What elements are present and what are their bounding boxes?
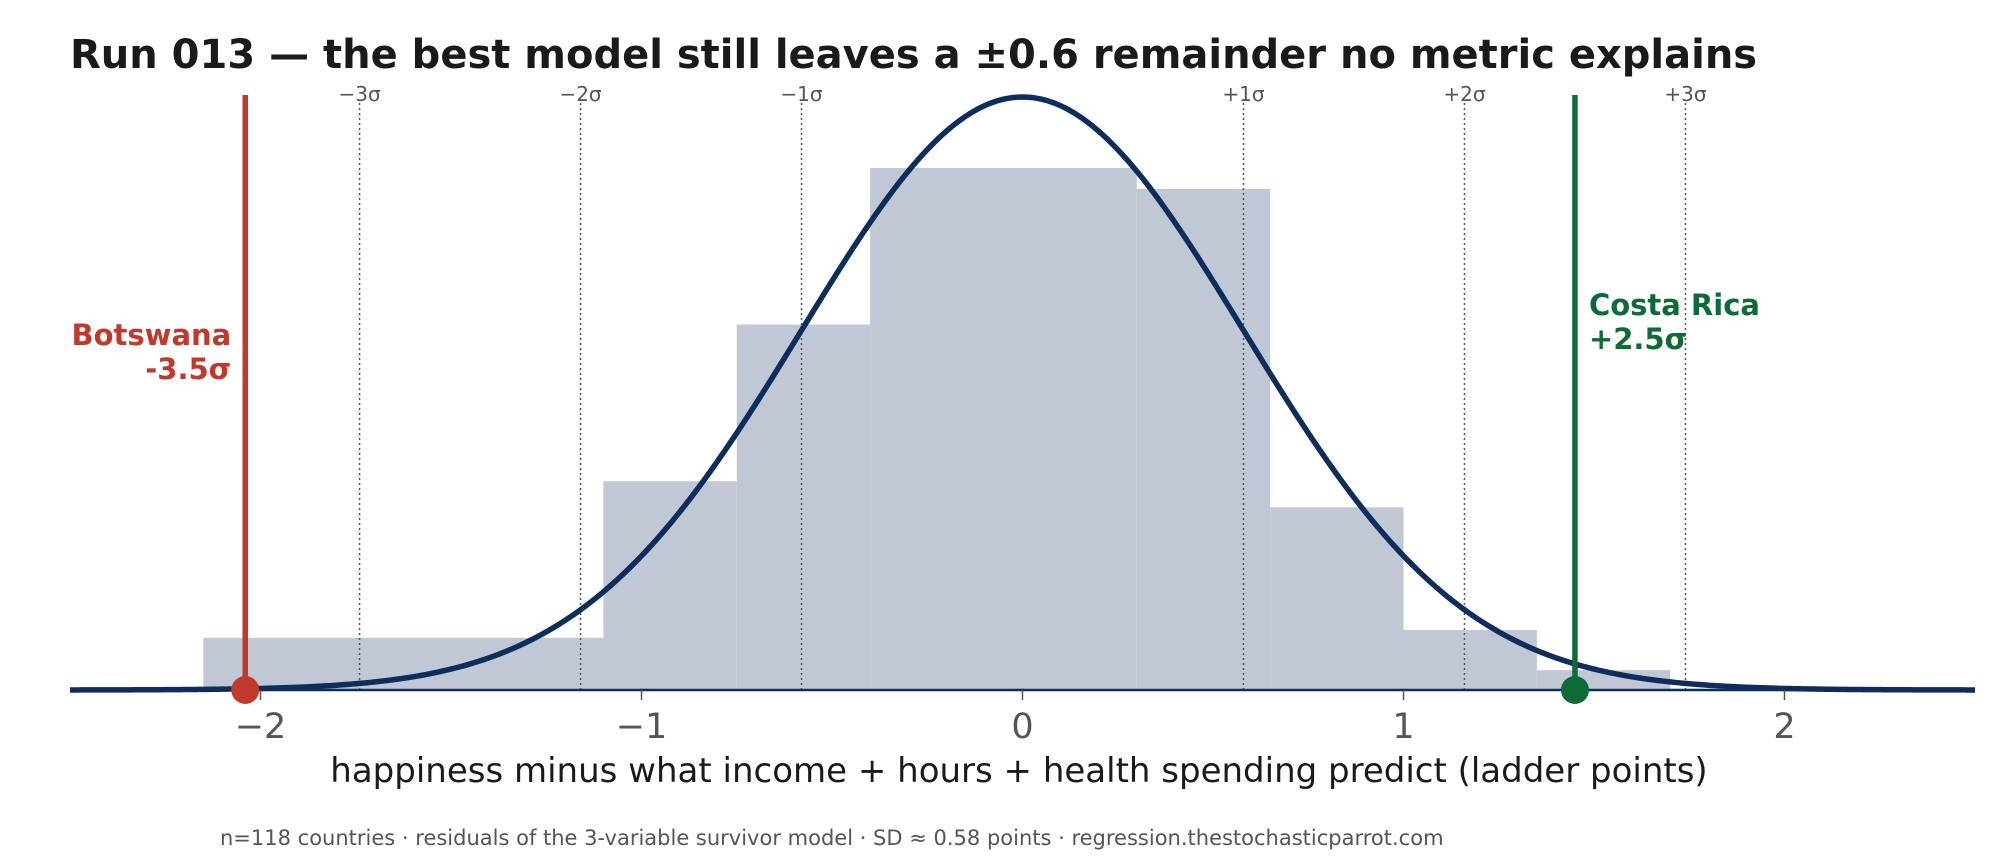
histogram-bar — [1136, 188, 1271, 690]
sigma-label: −2σ — [559, 82, 601, 106]
highlighted-countries: Botswana-3.5σ Costa Rica+2.5σ — [72, 95, 1760, 704]
normal-curve-line — [69, 94, 1976, 693]
sigma-label: +3σ — [1664, 82, 1706, 106]
sigma-reference-lines: −3σ −2σ −1σ +1σ +2σ +3σ — [338, 82, 1707, 690]
highlight-name: Botswana — [72, 318, 232, 352]
x-tick-label: 0 — [1011, 707, 1033, 747]
x-tick-label: −2 — [235, 707, 287, 747]
highlight-marker — [231, 676, 260, 704]
highlight-name: Costa Rica — [1589, 288, 1760, 322]
x-axis-label: happiness minus what income + hours + he… — [330, 751, 1707, 791]
highlight-marker — [1560, 676, 1589, 704]
x-axis: −2 −1 0 1 2 — [70, 688, 1975, 747]
histogram-bar — [203, 637, 604, 690]
histogram-bar — [603, 481, 737, 690]
normal-curve — [69, 94, 1976, 693]
histogram-bar — [1270, 507, 1404, 690]
x-tick-label: 1 — [1392, 707, 1414, 747]
sigma-label: +2σ — [1443, 82, 1485, 106]
histogram-bar — [870, 168, 1137, 690]
footnote: n=118 countries · residuals of the 3-var… — [220, 826, 1444, 850]
highlight-sigma: -3.5σ — [145, 352, 231, 386]
x-tick-label: −1 — [616, 707, 668, 747]
highlight-sigma: +2.5σ — [1589, 322, 1687, 356]
sigma-label: −1σ — [780, 82, 822, 106]
histogram-bar — [736, 324, 871, 690]
x-tick-label: 2 — [1773, 707, 1795, 747]
chart-title: Run 013 — the best model still leaves a … — [70, 32, 1757, 78]
histogram-bars — [203, 168, 1671, 690]
sigma-label: +1σ — [1222, 82, 1264, 106]
sigma-label: −3σ — [338, 82, 380, 106]
